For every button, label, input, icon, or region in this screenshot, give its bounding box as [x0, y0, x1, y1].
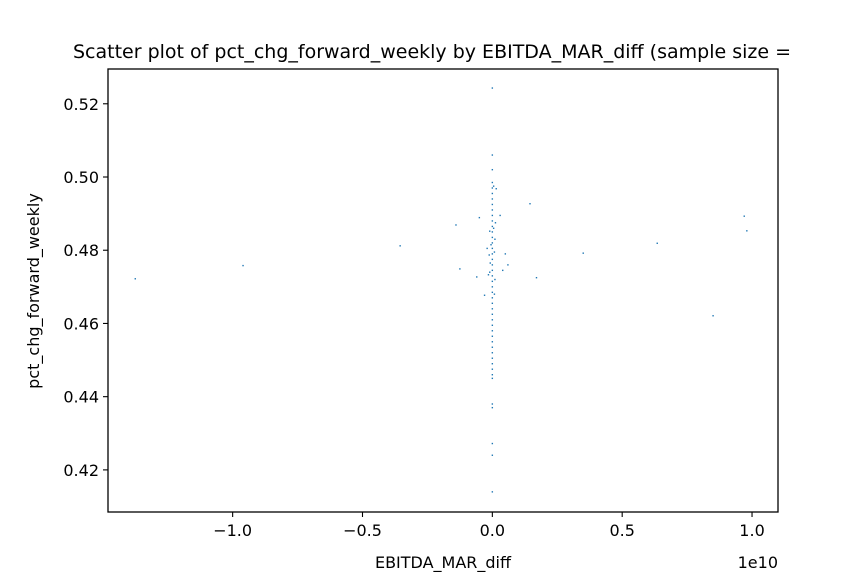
x-tick-label: 1.0 — [739, 521, 764, 540]
scatter-point — [491, 352, 494, 354]
scatter-point — [489, 271, 491, 273]
scatter-point — [491, 302, 494, 305]
x-tick-label: −0.5 — [343, 521, 382, 540]
scatter-point — [491, 346, 494, 348]
scatter-point — [491, 225, 494, 228]
scatter-point — [491, 253, 494, 255]
scatter-point — [746, 230, 748, 232]
chart-title: Scatter plot of pct_chg_forward_weekly b… — [73, 41, 791, 63]
scatter-point — [491, 236, 494, 239]
scatter-point — [486, 247, 488, 250]
scatter-point — [491, 291, 494, 294]
plot-frame — [107, 68, 779, 513]
scatter-point — [491, 264, 494, 266]
scatter-point — [491, 269, 494, 272]
scatter-point — [491, 247, 494, 250]
scatter-point — [242, 264, 244, 267]
y-tick-label: 0.52 — [63, 95, 99, 114]
y-axis-ticks: 0.42 0.44 0.46 0.48 0.50 0.52 — [63, 95, 108, 480]
x-tick-label: 0.0 — [480, 521, 505, 540]
scatter-point — [491, 335, 494, 337]
scatter-point — [492, 227, 495, 229]
x-axis-ticks: −1.0 −0.5 0.0 0.5 1.0 — [213, 512, 765, 540]
scatter-point — [495, 188, 497, 190]
scatter-point — [490, 244, 492, 246]
scatter-point — [507, 264, 509, 266]
scatter-point — [491, 442, 494, 445]
scatter-point — [491, 280, 494, 283]
scatter-point — [529, 203, 531, 205]
y-tick-label: 0.46 — [63, 314, 99, 333]
scatter-point — [491, 168, 494, 171]
scatter-point — [491, 198, 494, 200]
scatter-point — [582, 252, 584, 254]
scatter-point — [491, 231, 494, 233]
scatter-point — [494, 238, 496, 240]
scatter-point — [478, 216, 481, 219]
scatter-point — [491, 181, 494, 184]
scatter-point — [491, 203, 494, 206]
scatter-point — [134, 278, 136, 280]
scatter-point — [491, 341, 494, 343]
y-tick-label: 0.44 — [63, 388, 99, 407]
scatter-point — [491, 357, 494, 359]
scatter-point — [491, 313, 494, 315]
scatter-point — [491, 319, 494, 321]
y-tick-label: 0.42 — [63, 461, 99, 480]
scatter-point — [399, 245, 401, 247]
scatter-point — [491, 220, 494, 222]
scatter-point — [493, 251, 496, 253]
scatter-point — [491, 192, 494, 195]
scatter-point — [491, 187, 494, 189]
x-tick-label: −1.0 — [213, 521, 252, 540]
scatter-point — [491, 363, 494, 365]
x-axis-offset-label: 1e10 — [738, 553, 778, 572]
y-tick-label: 0.50 — [63, 168, 99, 187]
scatter-point — [491, 214, 494, 217]
scatter-point — [489, 230, 491, 232]
y-axis-label: pct_chg_forward_weekly — [24, 193, 44, 389]
scatter-point — [491, 403, 494, 405]
y-tick-label: 0.48 — [63, 241, 99, 260]
scatter-point — [491, 330, 494, 332]
scatter-point — [712, 315, 714, 317]
scatter-point — [491, 491, 494, 493]
scatter-point — [491, 297, 494, 299]
scatter-point — [491, 308, 494, 310]
scatter-point — [494, 278, 496, 281]
scatter-points — [134, 87, 748, 493]
scatter-point — [491, 87, 494, 89]
scatter-point — [488, 254, 490, 256]
x-axis-label: EBITDA_MAR_diff — [375, 553, 512, 573]
scatter-point — [491, 154, 494, 156]
scatter-point — [492, 185, 495, 187]
x-tick-label: 0.5 — [609, 521, 634, 540]
scatter-point — [491, 324, 494, 326]
scatter-point — [502, 269, 504, 272]
scatter-point — [459, 268, 461, 270]
scatter-point — [455, 224, 457, 226]
scatter-point — [535, 276, 538, 279]
scatter-point — [476, 276, 478, 278]
scatter-point — [483, 294, 486, 296]
scatter-point — [656, 242, 658, 244]
scatter-point — [487, 274, 490, 276]
scatter-point — [491, 368, 494, 370]
scatter-point — [489, 262, 491, 264]
scatter-point — [491, 258, 494, 261]
scatter-point — [491, 275, 494, 277]
scatter-point — [491, 286, 494, 288]
scatter-point — [504, 253, 507, 255]
scatter-point — [494, 222, 497, 224]
scatter-point — [491, 406, 494, 409]
scatter-point — [743, 215, 745, 217]
scatter-point — [491, 242, 494, 244]
scatter-point — [491, 209, 494, 211]
scatter-point — [493, 293, 496, 295]
scatter-point — [491, 454, 494, 456]
scatter-point — [499, 214, 501, 217]
scatter-point — [491, 377, 494, 380]
scatter-point — [491, 374, 494, 376]
